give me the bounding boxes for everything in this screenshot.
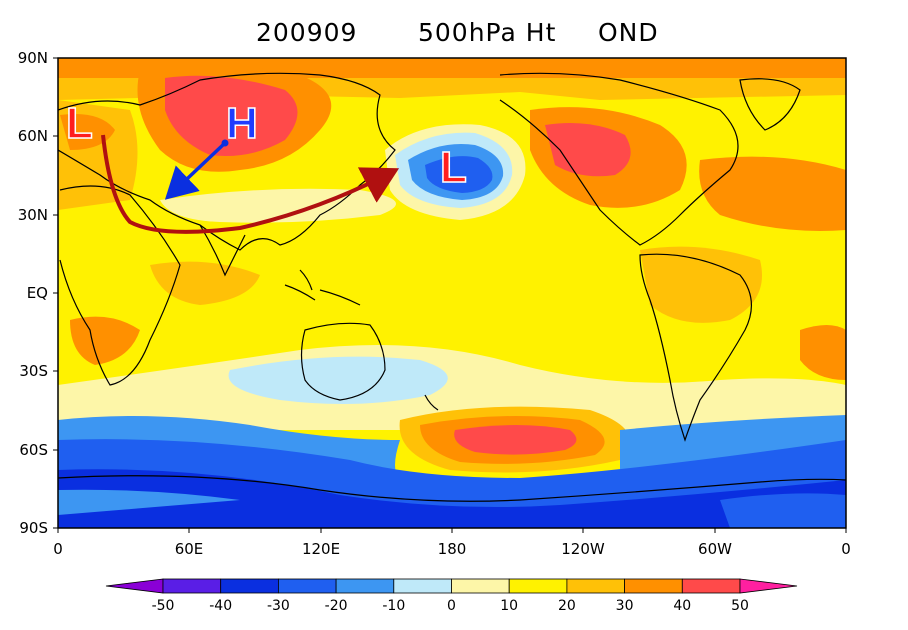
field-50-siberia	[165, 75, 298, 156]
field-40-atlantic	[699, 156, 846, 231]
colorbar-tick-label: -20	[324, 598, 348, 614]
colorbar-swatch	[451, 578, 510, 594]
field-30-samerica	[640, 246, 762, 323]
field-minus10-weddell	[58, 489, 240, 515]
field-50-namerica	[545, 122, 631, 177]
colorbar-swatch	[624, 578, 683, 594]
field-minus20-pacific	[425, 156, 493, 193]
wavetrain-arrow	[101, 134, 400, 234]
xtick-120w: 120W	[561, 540, 605, 558]
colorbar-tick-label: -50	[151, 598, 175, 614]
anomaly-field	[58, 58, 846, 528]
colorbar-tick-label: -40	[209, 598, 233, 614]
axis-ticks	[53, 57, 847, 533]
title-field: 500hPa Ht	[418, 18, 557, 47]
map-title: 200909 500hPa Ht OND	[0, 18, 908, 52]
colorbar-swatch	[220, 578, 279, 594]
colorbar-swatch	[566, 578, 626, 594]
title-season: OND	[598, 18, 659, 47]
field-40-africa	[70, 316, 140, 365]
colorbar-swatch	[335, 578, 395, 594]
high-label-siberia: H	[226, 99, 258, 148]
colorbar-tick-label: 30	[615, 598, 634, 614]
colorbar-tick-label: -30	[266, 598, 290, 614]
colorbar-right-arrow	[739, 578, 798, 594]
ytick-eq: EQ	[26, 284, 48, 302]
colorbar-swatch	[277, 578, 337, 594]
high-arrow-origin	[221, 139, 229, 147]
ytick-30s: 30S	[19, 362, 48, 380]
colorbar-tick-label: 20	[557, 598, 576, 614]
high-arrow	[164, 141, 227, 200]
colorbar-swatch	[508, 578, 568, 594]
ytick-90s: 90S	[19, 519, 48, 537]
ytick-60s: 60S	[19, 441, 48, 459]
colorbar-swatch	[393, 578, 452, 594]
xtick-120e: 120E	[301, 540, 341, 558]
colorbar-left-arrow	[105, 578, 164, 594]
ytick-90n: 90N	[17, 49, 48, 67]
field-40-satlantic	[800, 325, 846, 380]
colorbar-tick-label: 40	[673, 598, 692, 614]
colorbar-swatch	[681, 578, 741, 594]
field-minus30-antarctic	[58, 469, 846, 528]
xtick-0: 0	[53, 540, 63, 558]
ytick-60n: 60N	[17, 127, 48, 145]
field-minus20-ross	[720, 493, 846, 528]
low-label-west: L	[66, 99, 93, 148]
colorbar-tick-label: 50	[731, 598, 749, 614]
colorbar-swatch	[162, 578, 222, 594]
title-date: 200909	[256, 18, 358, 47]
colorbar-tick-label: 0	[447, 598, 456, 614]
colorbar-tick-label: -10	[382, 598, 406, 614]
field-40-europe	[60, 114, 115, 150]
field-50-spacific	[454, 425, 577, 455]
field-0-south	[228, 356, 448, 404]
low-label-pacific: L	[440, 143, 467, 192]
xtick-60e: 60E	[174, 540, 204, 558]
xtick-0-end: 0	[841, 540, 851, 558]
xtick-60w: 60W	[698, 540, 732, 558]
ytick-30n: 30N	[17, 206, 48, 224]
colorbar-tick-label: 10	[500, 598, 519, 614]
colorbar	[105, 578, 798, 594]
xtick-180: 180	[437, 540, 467, 558]
